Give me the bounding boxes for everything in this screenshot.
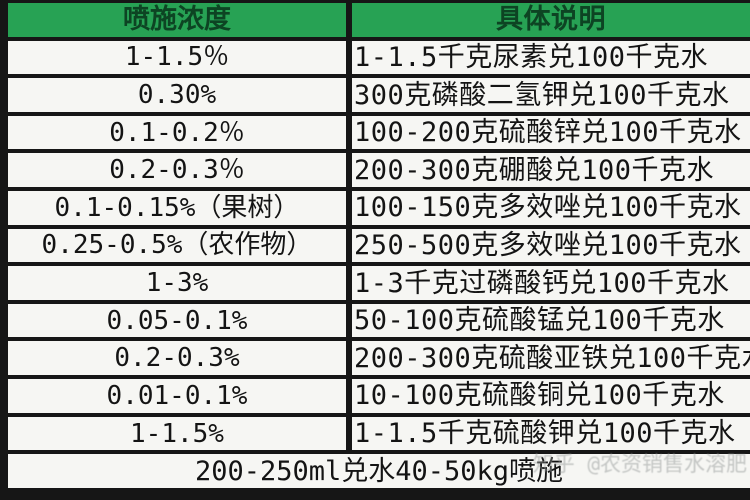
instruction-cell: 100-150克多效唑兑100千克水 xyxy=(354,192,742,224)
table-footer-row: 200-250ml兑水40-50kg喷施 xyxy=(8,454,750,492)
instruction-cell: 50-100克硫酸锰兑100千克水 xyxy=(354,305,725,337)
table-row: 1-1.5% 1-1.5千克硫酸钾兑100千克水 xyxy=(8,416,750,455)
table-row: 1-3% 1-3千克过磷酸钙兑100千克水 xyxy=(8,266,750,304)
table-row: 0.30% 300克磷酸二氢钾兑100千克水 xyxy=(8,78,750,116)
table-row: 0.1-0.2％ 100-200克硫酸锌兑100千克水 xyxy=(8,115,750,154)
instruction-cell: 200-300克硫酸亚铁兑100千克水 xyxy=(354,342,750,374)
instruction-cell: 100-200克硫酸锌兑100千克水 xyxy=(354,117,742,149)
concentration-cell: 0.1-0.15%（果树） xyxy=(8,191,352,225)
concentration-cell: 1-3% xyxy=(8,266,352,300)
concentration-cell: 0.25-0.5%（农作物） xyxy=(8,228,352,263)
instruction-cell: 200-300克硼酸兑100千克水 xyxy=(354,154,715,186)
instruction-cell: 1-1.5千克尿素兑100千克水 xyxy=(354,41,709,73)
instruction-cell: 300克磷酸二氢钾兑100千克水 xyxy=(354,79,730,111)
table-row: 0.1-0.15%（果树） 100-150克多效唑兑100千克水 xyxy=(8,191,750,229)
header-instruction: 具体说明 xyxy=(352,3,750,37)
table-row: 1-1.5％ 1-1.5千克尿素兑100千克水 xyxy=(8,40,750,79)
instruction-cell: 1-3千克过磷酸钙兑100千克水 xyxy=(354,267,730,299)
instruction-cell: 10-100克硫酸铜兑100千克水 xyxy=(354,380,725,412)
concentration-cell: 0.05-0.1% xyxy=(8,303,352,338)
header-concentration: 喷施浓度 xyxy=(8,3,352,37)
table-row: 0.2-0.3％ 200-300克硼酸兑100千克水 xyxy=(8,153,750,192)
table-row: 0.25-0.5%（农作物） 250-500克多效唑兑100千克水 xyxy=(8,228,750,267)
concentration-cell: 1-1.5% xyxy=(8,416,352,451)
table-header-row: 喷施浓度 具体说明 xyxy=(8,3,750,41)
table-row: 0.01-0.1% 10-100克硫酸铜兑100千克水 xyxy=(8,379,750,417)
concentration-cell: 0.30% xyxy=(8,78,352,112)
instruction-cell: 250-500克多效唑兑100千克水 xyxy=(354,229,742,261)
table-row: 0.2-0.3% 200-300克硫酸亚铁兑100千克水 xyxy=(8,341,750,380)
concentration-cell: 0.2-0.3% xyxy=(8,341,352,376)
table-row: 0.05-0.1% 50-100克硫酸锰兑100千克水 xyxy=(8,303,750,342)
concentration-cell: 0.2-0.3％ xyxy=(8,153,352,188)
concentration-cell: 0.1-0.2％ xyxy=(8,115,352,150)
concentration-cell: 1-1.5％ xyxy=(8,40,352,75)
instruction-cell: 1-1.5千克硫酸钾兑100千克水 xyxy=(354,418,736,449)
footer-note: 200-250ml兑水40-50kg喷施 xyxy=(194,455,564,487)
concentration-cell: 0.01-0.1% xyxy=(8,379,352,413)
